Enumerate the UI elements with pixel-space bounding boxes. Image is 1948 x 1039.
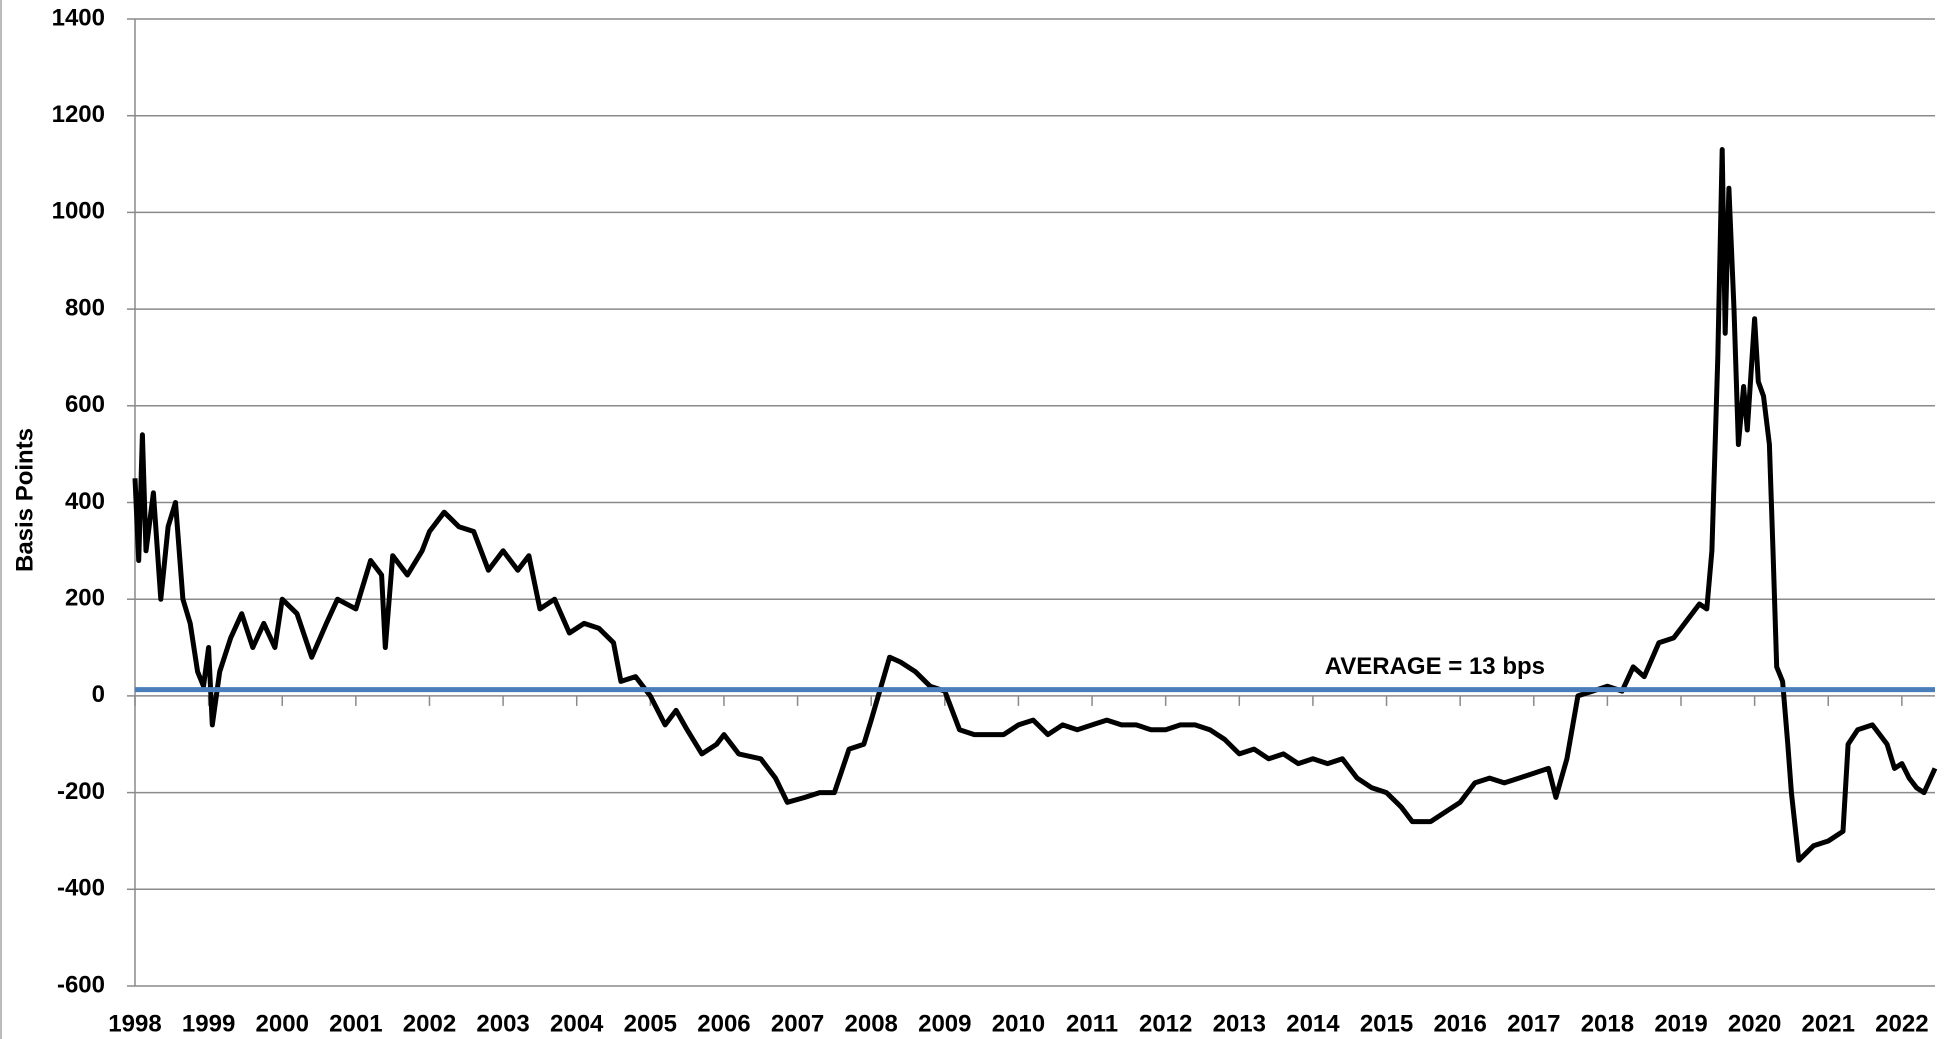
- x-tick-label: 2011: [1066, 1010, 1118, 1037]
- x-tick-label: 2014: [1286, 1010, 1340, 1037]
- y-tick-label: 1000: [52, 198, 105, 225]
- x-tick-label: 2003: [476, 1010, 529, 1037]
- x-tick-label: 2001: [329, 1010, 382, 1037]
- x-tick-label: 2006: [697, 1010, 750, 1037]
- y-tick-label: 1200: [52, 101, 105, 128]
- x-tick-label: 2010: [992, 1010, 1045, 1037]
- x-tick-label: 2000: [256, 1010, 309, 1037]
- y-tick-label: 1400: [52, 4, 105, 31]
- y-tick-label: 600: [65, 391, 105, 418]
- x-tick-label: 2013: [1213, 1010, 1266, 1037]
- x-tick-label: 2009: [918, 1010, 971, 1037]
- x-tick-label: 2021: [1802, 1010, 1855, 1037]
- x-tick-label: 2007: [771, 1010, 824, 1037]
- average-annotation: AVERAGE = 13 bps: [1325, 653, 1545, 680]
- y-tick-label: 0: [92, 681, 105, 708]
- x-tick-label: 2017: [1507, 1010, 1560, 1037]
- x-tick-label: 2020: [1728, 1010, 1781, 1037]
- y-tick-label: 200: [65, 585, 105, 612]
- x-tick-label: 2019: [1654, 1010, 1707, 1037]
- x-tick-label: 2012: [1139, 1010, 1192, 1037]
- y-tick-label: -600: [57, 971, 105, 998]
- x-tick-label: 2008: [845, 1010, 898, 1037]
- x-tick-label: 2018: [1581, 1010, 1634, 1037]
- x-tick-label: 2022: [1875, 1010, 1928, 1037]
- x-tick-label: 2016: [1433, 1010, 1486, 1037]
- y-tick-label: -400: [57, 875, 105, 902]
- y-tick-label: -200: [57, 778, 105, 805]
- x-tick-label: 2004: [550, 1010, 604, 1037]
- x-tick-label: 1998: [108, 1010, 161, 1037]
- x-tick-label: 2015: [1360, 1010, 1413, 1037]
- x-tick-label: 1999: [182, 1010, 235, 1037]
- y-tick-label: 800: [65, 294, 105, 321]
- y-axis-label: Basis Points: [11, 428, 38, 572]
- y-tick-label: 400: [65, 488, 105, 515]
- x-tick-label: 2002: [403, 1010, 456, 1037]
- data-line: [132, 147, 1938, 863]
- x-tick-label: 2005: [624, 1010, 677, 1037]
